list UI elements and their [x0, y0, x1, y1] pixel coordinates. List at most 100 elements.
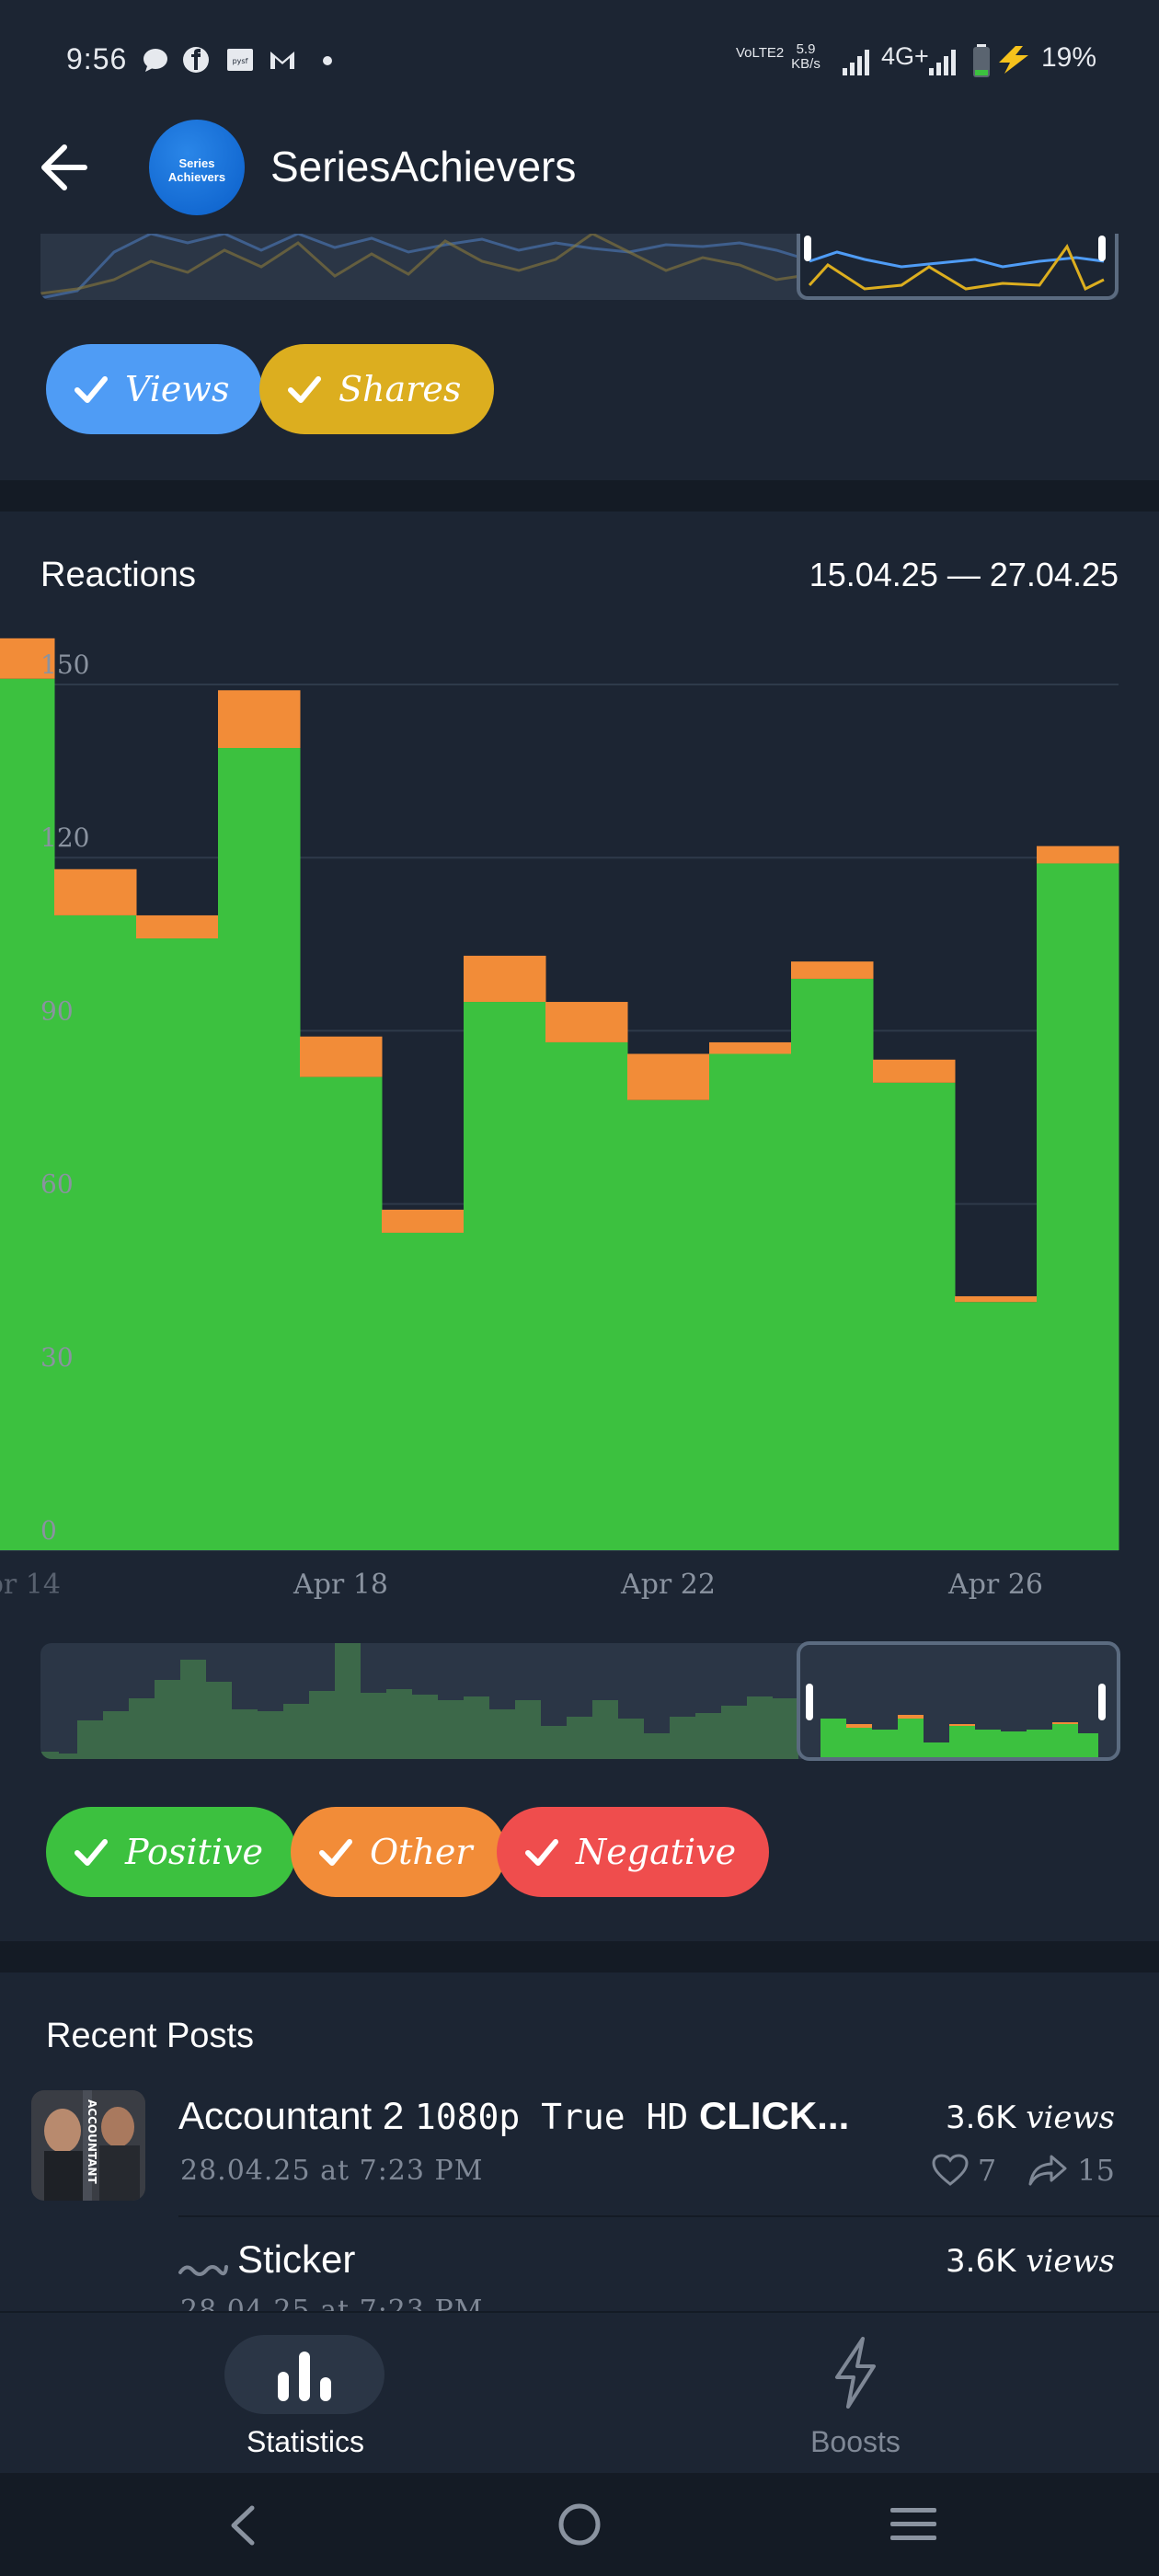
status-time: 9:56 [66, 42, 128, 75]
bar-other-apr-16[interactable] [136, 914, 219, 939]
y-tick-label: 90 [40, 995, 74, 1026]
y-tick-label: 120 [40, 822, 89, 853]
channel-avatar[interactable]: Series Achievers [149, 120, 245, 215]
range-handle-left-top[interactable] [804, 236, 811, 261]
bar-positive-apr-15[interactable] [54, 914, 137, 1550]
post-thumbnail[interactable]: ACCOUNTANT [31, 2090, 145, 2201]
bar-other-apr-26[interactable] [955, 1295, 1038, 1303]
x-tick-label: Apr 26 [947, 1569, 1043, 1601]
y-tick-label: 150 [40, 650, 89, 680]
filter-chip-other[interactable]: Other [291, 1807, 506, 1897]
post-shares: 15 [1077, 2153, 1115, 2188]
post-2-views-count: 3.6K [946, 2243, 1016, 2280]
filter-chip-positive-label: Positive [125, 1832, 263, 1872]
tab-boosts-label: Boosts [810, 2425, 901, 2458]
bar-other-apr-17[interactable] [218, 690, 301, 749]
section-divider [0, 480, 1159, 512]
bar-other-apr-22[interactable] [627, 1053, 710, 1100]
y-tick-label: 30 [40, 1342, 74, 1373]
post-likes: 7 [977, 2153, 997, 2188]
avatar-logo-text: Series Achievers [167, 156, 226, 184]
bar-positive-apr-22[interactable] [627, 1099, 710, 1550]
bar-positive-apr-24[interactable] [791, 978, 874, 1550]
bar-other-apr-15[interactable] [54, 868, 137, 915]
post-2-title: Sticker [237, 2237, 356, 2281]
range-handle-left[interactable] [806, 1684, 813, 1720]
bar-positive-apr-27[interactable] [1037, 863, 1119, 1550]
range-handle-right[interactable] [1098, 1684, 1106, 1720]
status-bar: 9:56 pysf VoLTE2 5.9 KB/s 4G+ 19% [0, 0, 1159, 120]
facebook-icon [183, 47, 209, 73]
post-date: 28.04.25 at 7:23 PM [180, 2155, 484, 2187]
tab-boosts[interactable]: Boosts [736, 2313, 975, 2475]
bar-positive-apr-20[interactable] [464, 1002, 546, 1550]
chat-bubble-icon [143, 49, 167, 72]
reactions-chart[interactable]: 0 30 60 90 120 150 Apr 14 Apr 18 Apr 22 Apr 26 [0, 626, 1159, 1616]
system-nav-bar [0, 2473, 1159, 2576]
bar-other-apr-24[interactable] [791, 961, 874, 979]
gmail-icon [270, 52, 294, 69]
post-views: 3.6K views [946, 2099, 1115, 2136]
filter-chip-positive[interactable]: Positive [46, 1807, 296, 1897]
bar-positive-apr-17[interactable] [218, 748, 301, 1550]
views-shares-range-selector[interactable] [797, 234, 1119, 300]
bar-other-apr-21[interactable] [545, 1002, 628, 1042]
y-tick-label: 60 [40, 1169, 74, 1200]
channel-title[interactable]: SeriesAchievers [270, 143, 577, 190]
range-handle-right-top[interactable] [1098, 236, 1106, 261]
bar-positive-apr-14[interactable] [0, 678, 55, 1550]
post-views-word: views [1026, 2099, 1115, 2136]
share-arrow-icon [1028, 2155, 1067, 2186]
volte-indicator: VoLTE2 [736, 45, 785, 61]
signal-icon [843, 50, 869, 75]
reactions-overview-chart[interactable] [40, 1643, 1119, 1759]
bar-positive-apr-21[interactable] [545, 1041, 628, 1550]
app-notification-icon: pysf [227, 49, 253, 71]
back-arrow-icon[interactable] [37, 140, 92, 195]
post-2-views: 3.6K views [946, 2243, 1115, 2280]
bar-positive-apr-26[interactable] [955, 1302, 1038, 1550]
bar-other-apr-23[interactable] [709, 1041, 792, 1054]
filter-chip-negative[interactable]: Negative [497, 1807, 770, 1897]
post-title-tail: CLICK... [698, 2094, 850, 2137]
chart-x-labels: Apr 14 Apr 18 Apr 22 Apr 26 [0, 1569, 1043, 1601]
bar-other-apr-20[interactable] [464, 955, 546, 1003]
system-menu-icon[interactable] [889, 2506, 938, 2543]
system-back-icon[interactable] [226, 2504, 258, 2547]
bar-other-apr-27[interactable] [1037, 845, 1119, 864]
filter-chip-shares[interactable]: Shares [259, 344, 495, 434]
reactions-range-selector[interactable] [797, 1641, 1120, 1761]
x-tick-label: Apr 14 [0, 1569, 61, 1601]
bar-positive-apr-18[interactable] [300, 1076, 383, 1550]
section-divider [0, 1941, 1159, 1972]
bar-other-apr-18[interactable] [300, 1036, 383, 1077]
reactions-date-range[interactable]: 15.04.25 — 27.04.25 [809, 556, 1119, 593]
bar-positive-apr-16[interactable] [136, 938, 219, 1550]
bar-other-apr-19[interactable] [382, 1209, 465, 1233]
post-title: Accountant 2 1080p True HD CLICK... [178, 2094, 914, 2138]
chart-y-labels: 0 30 60 90 120 150 [40, 650, 89, 1546]
bar-other-apr-14[interactable] [0, 638, 55, 679]
bar-positive-apr-25[interactable] [873, 1082, 956, 1550]
post-separator [178, 2215, 1159, 2217]
filter-chip-negative-label: Negative [576, 1832, 737, 1872]
check-icon [525, 1839, 558, 1866]
system-home-icon[interactable] [557, 2502, 602, 2547]
views-shares-selected-lines [808, 243, 1105, 292]
tab-statistics-label: Statistics [246, 2425, 365, 2458]
filter-chip-other-label: Other [370, 1832, 473, 1872]
bar-chart-icon [278, 2352, 331, 2401]
bar-other-apr-25[interactable] [873, 1059, 956, 1083]
post-2-views-word: views [1026, 2243, 1115, 2280]
check-icon [75, 376, 108, 403]
bar-positive-apr-23[interactable] [709, 1053, 792, 1550]
bar-positive-apr-19[interactable] [382, 1232, 465, 1550]
tab-statistics[interactable]: Statistics [184, 2313, 427, 2475]
filter-chip-views[interactable]: Views [46, 344, 263, 434]
y-tick-label: 0 [40, 1515, 57, 1546]
post-row-2[interactable]: Sticker 3.6K views 28.04.25 at 7:23 PM [0, 2221, 1159, 2311]
charging-bolt-icon [999, 46, 1028, 74]
net-speed: 5.9 KB/s [786, 42, 826, 72]
signal-2-icon [929, 50, 956, 75]
svg-text:pysf: pysf [233, 57, 248, 65]
